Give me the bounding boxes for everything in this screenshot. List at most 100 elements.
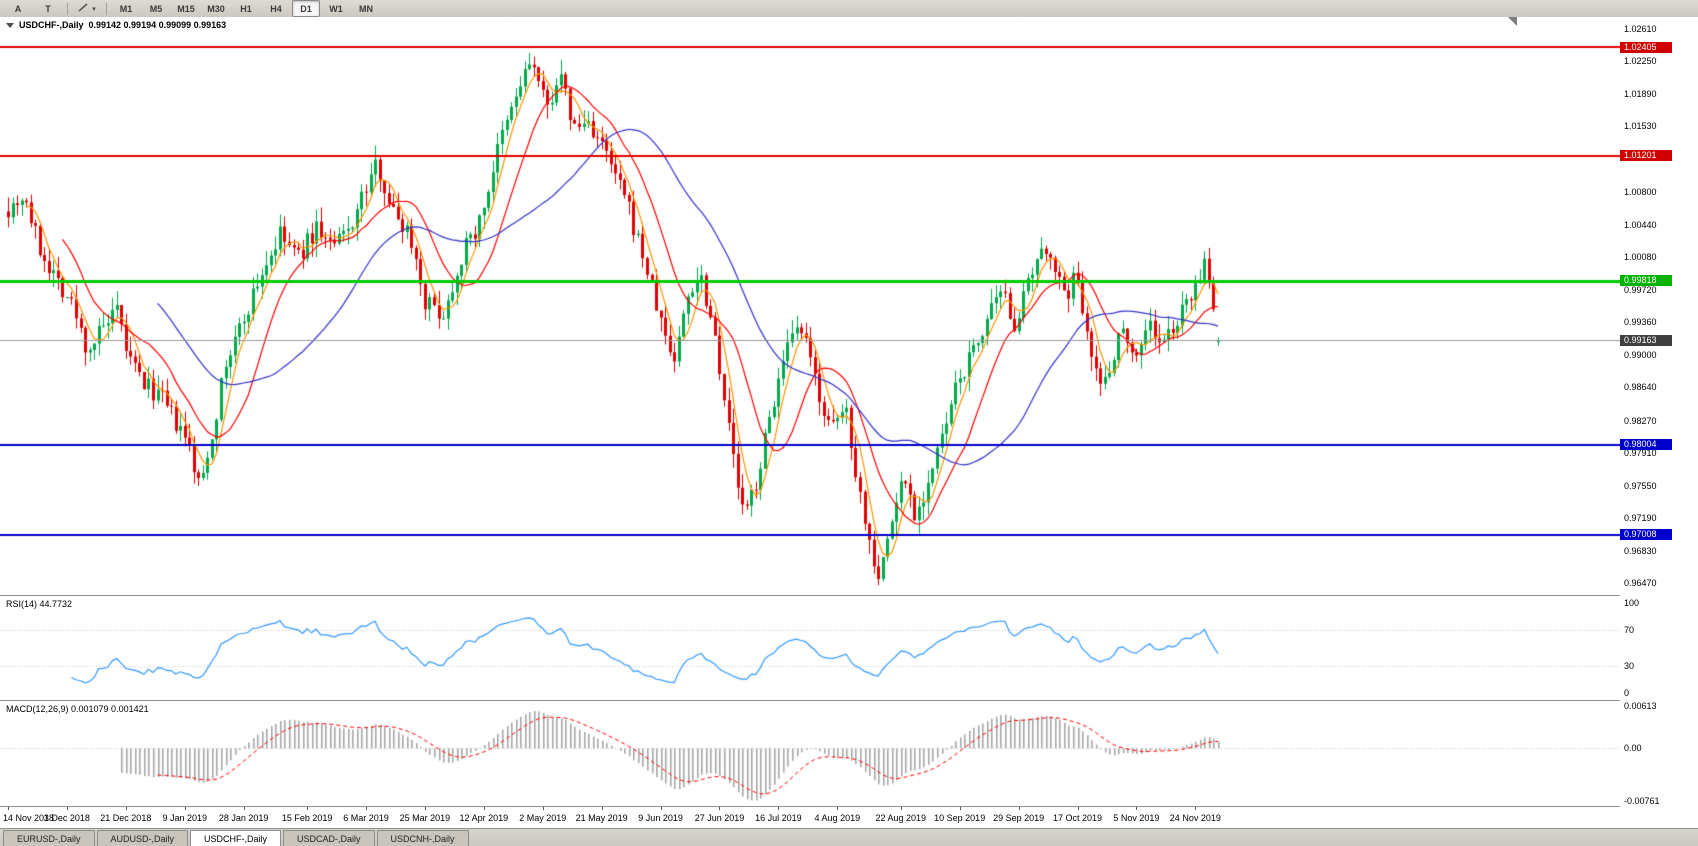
timeframe-button-M15[interactable]: M15: [177, 3, 195, 14]
toolbar-separator: [67, 2, 68, 15]
timeframe-button-D1[interactable]: D1: [292, 0, 320, 17]
price-axis-label: 0.96470: [1624, 578, 1657, 588]
date-label: 16 Jul 2019: [755, 813, 802, 823]
price-axis-label: 1.02610: [1624, 24, 1657, 34]
macd-axis-label: -0.00761: [1624, 796, 1660, 806]
date-tick: [960, 807, 961, 810]
date-tick: [244, 807, 245, 810]
price-axis-badge: 1.01201: [1620, 150, 1672, 161]
ohlc-values: 0.99142 0.99194 0.99099 0.99163: [88, 20, 227, 30]
date-tick: [837, 807, 838, 810]
line-tools-icon: [78, 2, 91, 15]
rsi-axis-label: 0: [1624, 688, 1630, 698]
date-tick: [1136, 807, 1137, 810]
date-tick: [425, 807, 426, 810]
macd-label: MACD(12,26,9) 0.001079 0.001421: [6, 704, 149, 714]
price-axis-badge: 0.97008: [1620, 529, 1672, 540]
date-label: 15 Feb 2019: [281, 813, 333, 823]
date-label: 9 Jan 2019: [162, 813, 208, 823]
date-label: 24 Nov 2019: [1169, 813, 1221, 823]
toolbar-separator: [106, 2, 107, 15]
price-axis-label: 1.02250: [1624, 56, 1657, 66]
price-axis-label: 1.00440: [1624, 220, 1657, 230]
price-axis-label: 0.98270: [1624, 416, 1657, 426]
price-axis-badge: 1.02405: [1620, 42, 1672, 53]
price-axis-label: 1.01530: [1624, 121, 1657, 131]
price-axis-label: 1.00800: [1624, 187, 1657, 197]
date-tick: [543, 807, 544, 810]
price-axis-badge: 0.99163: [1620, 335, 1672, 346]
rsi-canvas[interactable]: [0, 596, 1620, 700]
timeframe-button-M5[interactable]: M5: [149, 3, 163, 14]
chart-title: USDCHF-,Daily 0.99142 0.99194 0.99099 0.…: [6, 20, 226, 30]
date-tick: [602, 807, 603, 810]
timeframe-button-H1[interactable]: H1: [240, 3, 252, 14]
macd-axis-label: 0.00: [1624, 743, 1642, 753]
line-tools-button[interactable]: ▾: [73, 0, 101, 17]
timeframe-button-W1[interactable]: W1: [329, 3, 343, 14]
price-axis-label: 0.98640: [1624, 382, 1657, 392]
date-label: 9 Jun 2019: [638, 813, 683, 823]
date-tick: [1078, 807, 1079, 810]
pane-divider[interactable]: [0, 595, 1698, 596]
date-tick: [67, 807, 68, 810]
rsi-axis-label: 30: [1624, 661, 1635, 671]
price-axis-label: 0.97910: [1624, 448, 1657, 458]
timeframe-button-M1[interactable]: M1: [119, 3, 133, 14]
chart-region: USDCHF-,Daily 0.99142 0.99194 0.99099 0.…: [0, 17, 1698, 829]
timeframe-group: M1 M5 M15 M30 H1 H4 D1 W1 MN: [111, 0, 381, 17]
date-label: 14 Nov 2018: [3, 813, 55, 823]
date-tick: [719, 807, 720, 810]
chart-tab-audusd[interactable]: AUDUSD-,Daily: [96, 830, 189, 846]
symbol-period-label: USDCHF-,Daily: [19, 20, 84, 30]
date-axis-divider: [0, 806, 1698, 807]
date-label: 12 Apr 2019: [459, 813, 509, 823]
price-axis-label: 0.97190: [1624, 513, 1657, 523]
timeframe-button-H4[interactable]: H4: [270, 3, 282, 14]
date-label: 10 Sep 2019: [934, 813, 986, 823]
price-axis-label: 0.99720: [1624, 285, 1657, 295]
price-axis[interactable]: 1.02610 1.02250 1.01890 1.01530 1.00800 1.004…: [1620, 17, 1698, 829]
chart-tab-usdchf[interactable]: USDCHF-,Daily: [190, 830, 282, 846]
date-label: 29 Sep 2019: [993, 813, 1045, 823]
date-label: 3 Dec 2018: [43, 813, 90, 823]
price-axis-label: 1.01890: [1624, 89, 1657, 99]
macd-axis-label: 0.00613: [1624, 701, 1657, 711]
date-label: 2 May 2019: [519, 813, 567, 823]
timeframe-button-M30[interactable]: M30: [207, 3, 225, 14]
annotate-button[interactable]: A: [14, 3, 22, 14]
chart-shift-marker[interactable]: [1508, 17, 1517, 26]
date-tick: [1019, 807, 1020, 810]
rsi-axis-label: 100: [1624, 598, 1640, 608]
macd-canvas[interactable]: [0, 701, 1620, 806]
price-axis-badge: 0.99818: [1620, 275, 1672, 286]
pane-divider[interactable]: [0, 700, 1698, 701]
date-tick: [661, 807, 662, 810]
date-label: 17 Oct 2019: [1052, 813, 1103, 823]
date-tick: [185, 807, 186, 810]
date-tick: [307, 807, 308, 810]
main-chart-canvas[interactable]: [0, 17, 1620, 595]
chart-tab-usdcnh[interactable]: USDCNH-,Daily: [376, 830, 469, 846]
price-axis-label: 0.96830: [1624, 546, 1657, 556]
chart-tab-usdcad[interactable]: USDCAD-,Daily: [283, 830, 375, 846]
time-axis[interactable]: 14 Nov 2018 3 Dec 2018 21 Dec 2018 9 Jan 20…: [0, 807, 1620, 829]
date-tick: [126, 807, 127, 810]
chart-tab-eurusd[interactable]: EURUSD-,Daily: [3, 830, 95, 846]
text-tool-button[interactable]: T: [45, 3, 51, 14]
date-label: 4 Aug 2019: [814, 813, 861, 823]
price-axis-label: 1.00080: [1624, 252, 1657, 262]
date-label: 25 Mar 2019: [399, 813, 451, 823]
price-axis-label: 0.99000: [1624, 350, 1657, 360]
date-label: 22 Aug 2019: [875, 813, 927, 823]
date-label: 6 Mar 2019: [343, 813, 389, 823]
date-label: 27 Jun 2019: [694, 813, 745, 823]
collapse-triangle-icon[interactable]: [6, 22, 14, 28]
top-toolbar: A T ▾ M1 M5 M15 M30 H1 H4 D1 W1 MN: [0, 0, 1698, 18]
price-axis-label: 0.99360: [1624, 317, 1657, 327]
date-label: 21 May 2019: [575, 813, 628, 823]
timeframe-button-MN[interactable]: MN: [359, 3, 373, 14]
date-tick: [778, 807, 779, 810]
price-axis-label: 0.97550: [1624, 481, 1657, 491]
